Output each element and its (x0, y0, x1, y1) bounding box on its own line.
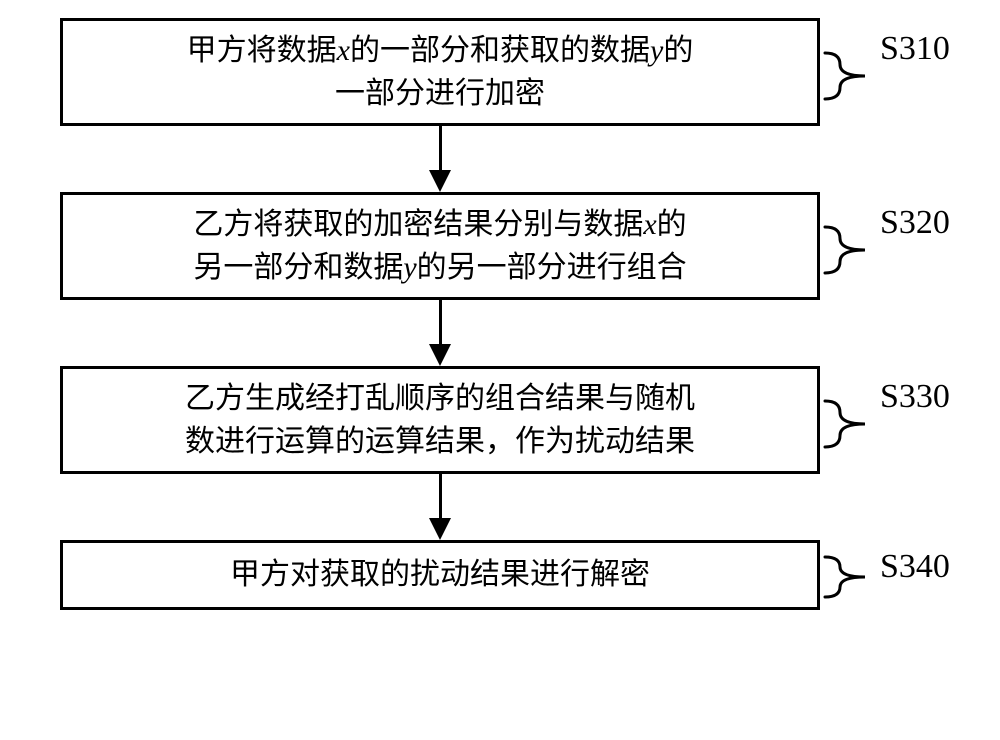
arrow-line (439, 474, 442, 518)
flow-step-s330: 乙方生成经打乱顺序的组合结果与随机数进行运算的运算结果，作为扰动结果 (60, 366, 820, 474)
flow-step-label: S310 (880, 30, 950, 68)
flow-step-s340: 甲方对获取的扰动结果进行解密 (60, 540, 820, 610)
flow-step-text: 乙方生成经打乱顺序的组合结果与随机数进行运算的运算结果，作为扰动结果 (185, 377, 695, 464)
arrow-line (439, 300, 442, 344)
flow-step-label: S330 (880, 378, 950, 416)
flow-step-s320: 乙方将获取的加密结果分别与数据x的另一部分和数据y的另一部分进行组合 (60, 192, 820, 300)
brace-icon (820, 224, 870, 276)
arrow-down-icon (429, 344, 451, 366)
brace-icon (820, 554, 870, 600)
brace-icon (820, 50, 870, 102)
flow-step-s310: 甲方将数据x的一部分和获取的数据y的一部分进行加密 (60, 18, 820, 126)
flow-step-text: 甲方将数据x的一部分和获取的数据y的一部分进行加密 (187, 29, 694, 116)
arrow-down-icon (429, 518, 451, 540)
arrow-line (439, 126, 442, 170)
flow-step-label: S340 (880, 548, 950, 586)
flow-step-label: S320 (880, 204, 950, 242)
brace-icon (820, 398, 870, 450)
flow-step-text: 甲方对获取的扰动结果进行解密 (230, 553, 650, 597)
arrow-down-icon (429, 170, 451, 192)
flow-step-text: 乙方将获取的加密结果分别与数据x的另一部分和数据y的另一部分进行组合 (193, 203, 686, 290)
